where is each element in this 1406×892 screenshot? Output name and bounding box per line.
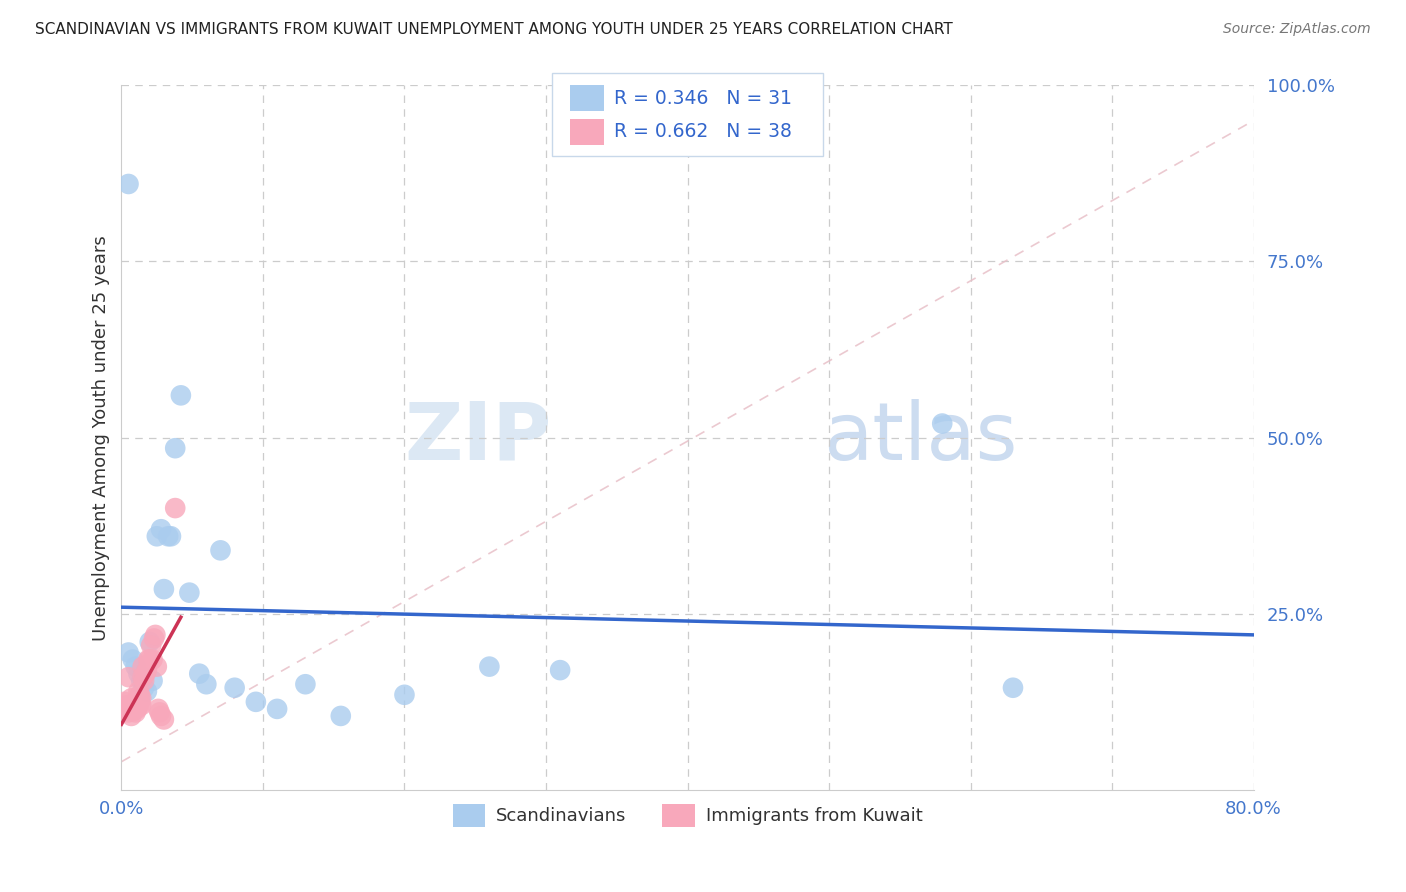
Point: [394, 688, 416, 702]
FancyBboxPatch shape: [551, 72, 824, 156]
Point: [478, 659, 501, 673]
Point: [146, 529, 169, 543]
Point: [145, 628, 167, 642]
Text: Source: ZipAtlas.com: Source: ZipAtlas.com: [1223, 22, 1371, 37]
Point: [329, 709, 352, 723]
Point: [120, 709, 142, 723]
Point: [136, 652, 159, 666]
Point: [120, 691, 142, 706]
Point: [142, 673, 165, 688]
Point: [149, 706, 172, 720]
Point: [139, 652, 162, 666]
Point: [124, 695, 146, 709]
Point: [117, 646, 139, 660]
Point: [150, 709, 173, 723]
Point: [125, 702, 148, 716]
Point: [121, 704, 143, 718]
Point: [125, 698, 148, 713]
Point: [129, 698, 152, 713]
Point: [135, 684, 157, 698]
Point: [128, 688, 150, 702]
Point: [122, 702, 145, 716]
Point: [132, 681, 155, 695]
Point: [128, 695, 150, 709]
Point: [131, 670, 153, 684]
Point: [127, 684, 149, 698]
Point: [115, 702, 138, 716]
Point: [165, 501, 187, 516]
Point: [118, 698, 141, 713]
Y-axis label: Unemployment Among Youth under 25 years: Unemployment Among Youth under 25 years: [93, 235, 110, 640]
Point: [124, 706, 146, 720]
Point: [139, 635, 162, 649]
Point: [121, 699, 143, 714]
Point: [117, 706, 139, 720]
Text: SCANDINAVIAN VS IMMIGRANTS FROM KUWAIT UNEMPLOYMENT AMONG YOUTH UNDER 25 YEARS C: SCANDINAVIAN VS IMMIGRANTS FROM KUWAIT U…: [35, 22, 953, 37]
Point: [127, 699, 149, 714]
Point: [165, 441, 187, 455]
Point: [135, 663, 157, 677]
Point: [124, 659, 146, 673]
Point: [266, 702, 288, 716]
Text: R = 0.346   N = 31: R = 0.346 N = 31: [614, 88, 792, 108]
Point: [548, 663, 571, 677]
Point: [195, 677, 218, 691]
Point: [931, 417, 953, 431]
FancyBboxPatch shape: [569, 120, 603, 145]
Point: [143, 632, 166, 646]
Point: [160, 529, 183, 543]
Point: [150, 522, 173, 536]
Text: ZIP: ZIP: [405, 399, 551, 476]
Point: [129, 691, 152, 706]
Point: [157, 529, 180, 543]
Point: [153, 582, 176, 596]
Point: [224, 681, 246, 695]
Point: [117, 177, 139, 191]
Point: [146, 659, 169, 673]
Point: [153, 713, 176, 727]
Point: [121, 652, 143, 666]
Point: [245, 695, 267, 709]
Text: atlas: atlas: [824, 399, 1018, 476]
Point: [114, 698, 136, 713]
Point: [131, 659, 153, 673]
Point: [127, 666, 149, 681]
Point: [132, 673, 155, 688]
FancyBboxPatch shape: [569, 86, 603, 111]
Point: [117, 670, 139, 684]
Legend: Scandinavians, Immigrants from Kuwait: Scandinavians, Immigrants from Kuwait: [446, 797, 929, 834]
Text: R = 0.662   N = 38: R = 0.662 N = 38: [614, 122, 792, 141]
Point: [142, 652, 165, 666]
Point: [209, 543, 232, 558]
Point: [112, 695, 135, 709]
Point: [294, 677, 316, 691]
Point: [170, 388, 193, 402]
Point: [134, 666, 156, 681]
Point: [179, 585, 201, 599]
Point: [188, 666, 211, 681]
Point: [141, 639, 163, 653]
Point: [148, 702, 170, 716]
Point: [1001, 681, 1024, 695]
Point: [129, 673, 152, 688]
